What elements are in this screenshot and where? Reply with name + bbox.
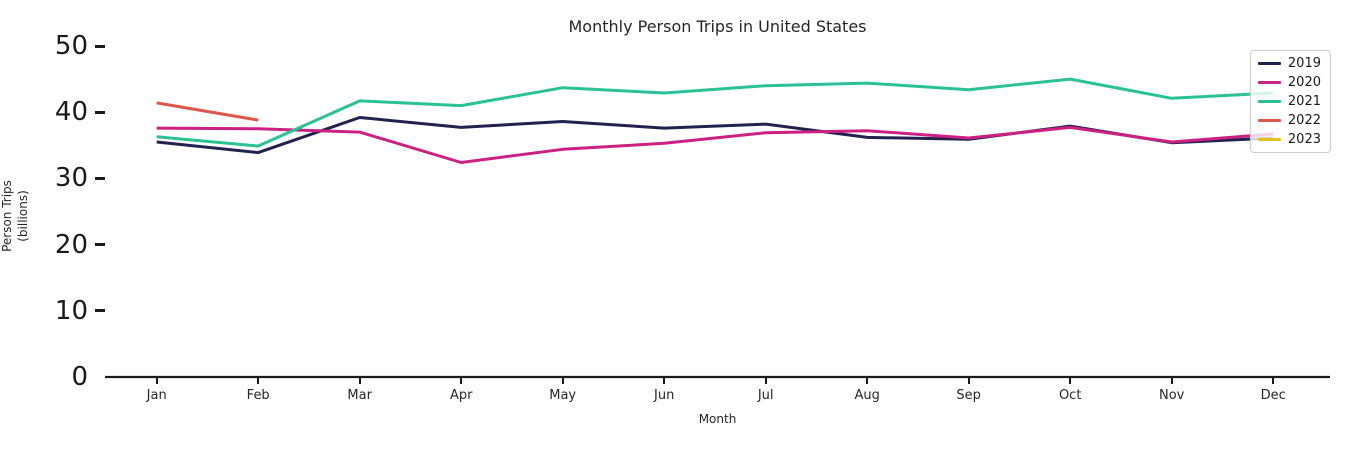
x-tick-mark bbox=[460, 378, 463, 384]
x-tick-mark bbox=[967, 378, 970, 384]
legend-swatch-2021 bbox=[1257, 100, 1281, 103]
x-tick-mark bbox=[866, 378, 869, 384]
y-tick-label: 20 bbox=[54, 229, 88, 260]
x-tick-mark bbox=[1170, 378, 1173, 384]
y-tick-label: 40 bbox=[54, 97, 88, 128]
chart-title: Monthly Person Trips in United States bbox=[568, 17, 867, 36]
x-tick-label-oct: Oct bbox=[1058, 388, 1082, 403]
x-tick-label-feb: Feb bbox=[246, 388, 270, 403]
x-tick-mark bbox=[561, 378, 564, 384]
x-tick-label-nov: Nov bbox=[1159, 388, 1185, 403]
series-line-2020 bbox=[156, 125, 1274, 164]
y-tick-mark bbox=[95, 243, 105, 247]
x-tick-label-aug: Aug bbox=[854, 388, 880, 403]
y-tick-mark bbox=[95, 44, 105, 48]
y-tick-label: 0 bbox=[71, 362, 88, 392]
legend-item-2019: 2019 bbox=[1257, 56, 1321, 71]
x-tick-label-may: May bbox=[549, 388, 577, 403]
legend-label: 2020 bbox=[1287, 75, 1321, 90]
legend-swatch-2019 bbox=[1257, 62, 1281, 65]
legend-swatch-2020 bbox=[1257, 81, 1281, 84]
y-tick-mark bbox=[95, 176, 105, 180]
legend-item-2023: 2023 bbox=[1257, 132, 1321, 147]
x-tick-mark bbox=[663, 378, 666, 384]
series-line-2022 bbox=[156, 101, 259, 122]
series-line-2019 bbox=[156, 116, 1274, 155]
x-tick-label-jan: Jan bbox=[146, 388, 167, 403]
x-tick-mark bbox=[764, 378, 767, 384]
x-tick-mark bbox=[257, 378, 260, 384]
y-tick-label: 10 bbox=[54, 295, 88, 326]
legend-item-2022: 2022 bbox=[1257, 113, 1321, 128]
legend: 2019 2020 2021 2022 2023 bbox=[1249, 50, 1331, 153]
x-tick-label-jun: Jun bbox=[654, 388, 675, 403]
legend-label: 2022 bbox=[1287, 113, 1321, 128]
legend-label: 2019 bbox=[1287, 56, 1321, 71]
x-tick-label-apr: Apr bbox=[449, 388, 473, 403]
x-tick-mark bbox=[358, 378, 361, 384]
y-tick-mark bbox=[95, 309, 105, 313]
y-tick-label: 50 bbox=[54, 31, 88, 61]
x-tick-label-mar: Mar bbox=[347, 388, 372, 403]
legend-swatch-2023 bbox=[1257, 138, 1281, 141]
legend-label: 2021 bbox=[1287, 94, 1321, 109]
legend-item-2021: 2021 bbox=[1257, 94, 1321, 109]
x-axis-label: Month bbox=[698, 412, 737, 426]
x-tick-mark bbox=[155, 378, 158, 384]
x-tick-label-sep: Sep bbox=[956, 388, 981, 403]
legend-swatch-2022 bbox=[1257, 119, 1281, 122]
legend-item-2020: 2020 bbox=[1257, 75, 1321, 90]
x-tick-mark bbox=[1069, 378, 1072, 384]
y-tick-mark bbox=[95, 110, 105, 114]
x-tick-mark bbox=[1272, 378, 1275, 384]
x-tick-label-jul: Jul bbox=[757, 388, 774, 403]
legend-label: 2023 bbox=[1287, 132, 1321, 147]
series-line-2021 bbox=[156, 77, 1274, 148]
y-tick-label: 30 bbox=[54, 163, 88, 194]
x-tick-label-dec: Dec bbox=[1260, 388, 1286, 403]
